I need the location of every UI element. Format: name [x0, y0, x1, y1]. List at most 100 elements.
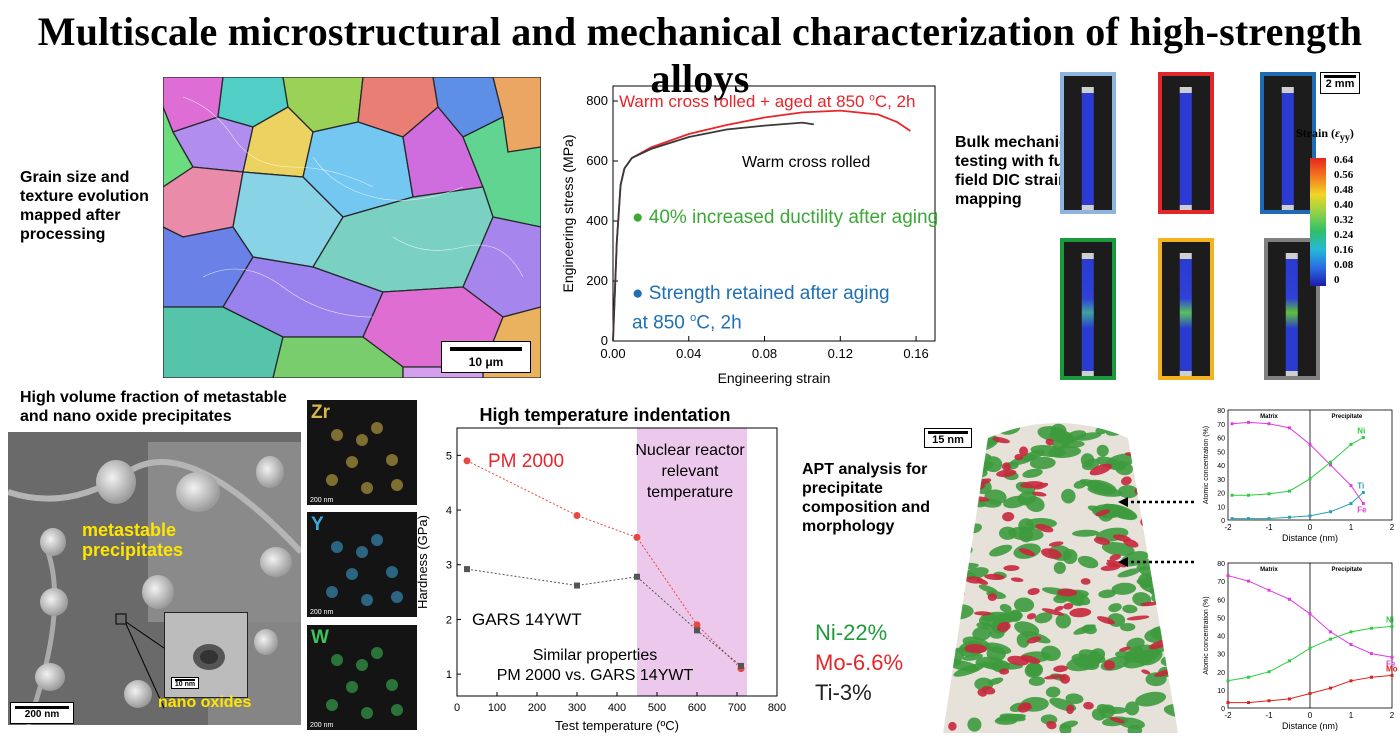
apt-ni-cluster [1115, 650, 1133, 659]
apt-ni-cluster [1125, 701, 1140, 716]
apt-ni-cluster [1072, 529, 1100, 537]
proxigram-ytick: 0 [1221, 518, 1225, 525]
apt-mo-cluster [974, 611, 992, 616]
apt-ni-cluster [989, 544, 1013, 557]
ind-xtick-label: 100 [488, 702, 506, 714]
proxigram-ytick: 40 [1217, 634, 1225, 641]
dic-legend-tick: 0 [1334, 274, 1340, 286]
proxigram-point [1226, 679, 1230, 683]
proxigram-xtick: -1 [1265, 711, 1273, 720]
apt-mo-cluster [1054, 605, 1064, 612]
apt-ni-cluster [994, 717, 1018, 725]
mo-composition: Mo-6.6% [815, 650, 904, 675]
apt-mo-cluster [948, 721, 957, 731]
edx-element-label: Zr [311, 402, 330, 423]
dic-strain-field [1281, 86, 1295, 210]
apt-mo-cluster [1045, 438, 1054, 446]
proxigram-point [1288, 515, 1291, 519]
ss-xlabel: Engineering strain [718, 370, 831, 386]
ni-composition: Ni-22% [815, 620, 888, 645]
apt-mo-cluster [1119, 646, 1132, 652]
ind-xtick-label: 600 [688, 702, 706, 714]
apt-mo-cluster [1007, 655, 1029, 666]
proxigram-xtick: 0 [1308, 711, 1313, 720]
apt-mo-cluster [1046, 720, 1057, 730]
apt-ni-cluster [1065, 693, 1084, 705]
proxigram-point [1247, 675, 1250, 679]
edx-element-label: Y [311, 514, 324, 535]
proxigram-point [1361, 502, 1365, 505]
proxigram-point [1230, 493, 1234, 497]
ss-xtick-label: 0.04 [676, 346, 701, 361]
apt-ni-cluster [1173, 613, 1178, 623]
proxigram-point [1308, 514, 1312, 518]
pm2000-point [693, 621, 701, 629]
apt-ni-cluster [1034, 612, 1053, 624]
apt-mo-cluster [1003, 565, 1020, 572]
proxigram-xtick: -1 [1265, 523, 1273, 532]
reactor-shade [637, 428, 747, 696]
ind-xtick-label: 700 [728, 702, 746, 714]
proxigram-point [1267, 588, 1271, 592]
apt-ni-cluster [1077, 555, 1099, 569]
apt-mo-cluster [963, 471, 983, 481]
proxigram-series-label: Fe [1357, 506, 1367, 515]
ss-ytick-label: 200 [586, 273, 608, 288]
edx-dots [307, 625, 417, 730]
apt-ni-cluster [949, 463, 971, 479]
apt-mo-cluster [996, 621, 1011, 632]
proxigram-ytick: 30 [1217, 477, 1225, 484]
proxigram-point [1288, 489, 1291, 493]
apt-mo-cluster [992, 436, 1010, 444]
apt-ni-cluster [1080, 453, 1095, 468]
proxigram-ytick: 40 [1217, 463, 1225, 470]
apt-ni-cluster [1059, 720, 1078, 729]
apt-ni-cluster [1118, 717, 1146, 729]
apt-ni-cluster [983, 456, 1003, 473]
apt-mo-cluster [981, 686, 996, 695]
apt-ni-cluster [1025, 517, 1057, 529]
apt-ni-cluster [1014, 621, 1040, 637]
proxigram-point [1370, 652, 1373, 656]
stress-strain-chart: 0.00 0.04 0.08 0.12 0.16 0 200 400 600 800 Enginee… [555, 78, 945, 390]
proxigram-point [1267, 492, 1271, 496]
apt-ni-cluster [1159, 473, 1177, 485]
proxigram-point [1247, 493, 1250, 497]
proxigram-xtick: 1 [1349, 711, 1354, 720]
apt-mo-cluster [1031, 491, 1047, 497]
apt-ni-cluster [1050, 423, 1067, 438]
dic-strain-field [1081, 86, 1095, 210]
proxigram-line-ni [1232, 437, 1364, 496]
proxigram-ylabel: Atomic concentration (%) [1203, 426, 1210, 504]
edx-dots [307, 400, 417, 505]
apt-ni-cluster [943, 461, 952, 474]
proxigram-point [1267, 699, 1271, 703]
ind-xtick-label: 500 [648, 702, 666, 714]
tem-inset-scale: 10 nm [171, 677, 199, 689]
apt-mo-cluster [1134, 442, 1148, 451]
ebsd-caption: Grain size and texture evolution mapped … [20, 169, 149, 243]
apt-ni-cluster [1101, 541, 1135, 556]
strength-note: ● Strength retained after aging at 850 o… [632, 283, 890, 334]
apt-mo-cluster [1121, 476, 1132, 486]
proxigram-series-label: Ni [1386, 615, 1394, 624]
dic-specimen-4 [1060, 238, 1116, 380]
apt-mo-cluster [1035, 524, 1054, 533]
pm2000-point [463, 457, 471, 465]
proxigram-point [1329, 686, 1332, 690]
apt-ni-cluster [978, 584, 998, 594]
apt-mo-cluster [1083, 701, 1094, 710]
indentation-svg: 0 100 200 300 400 500 600 700 800 1 2 3 4 5 Test tempe… [415, 427, 786, 733]
dic-legend-title: Strain (εyy) [1296, 126, 1354, 144]
dic-caption: Bulk mechanical testing with full-field … [955, 134, 1082, 208]
apt-ni-cluster [1155, 429, 1178, 447]
apt-ni-cluster [1016, 633, 1030, 648]
ind-ytick-label: 1 [446, 669, 452, 681]
apt-mo-cluster [1141, 669, 1151, 675]
ind-xtick-label: 0 [454, 702, 460, 714]
apt-ni-cluster [943, 583, 959, 600]
pm2000-point [633, 533, 641, 541]
proxigram-point [1308, 442, 1312, 446]
tem-micrograph [8, 432, 301, 725]
apt-mo-cluster [1001, 462, 1011, 472]
